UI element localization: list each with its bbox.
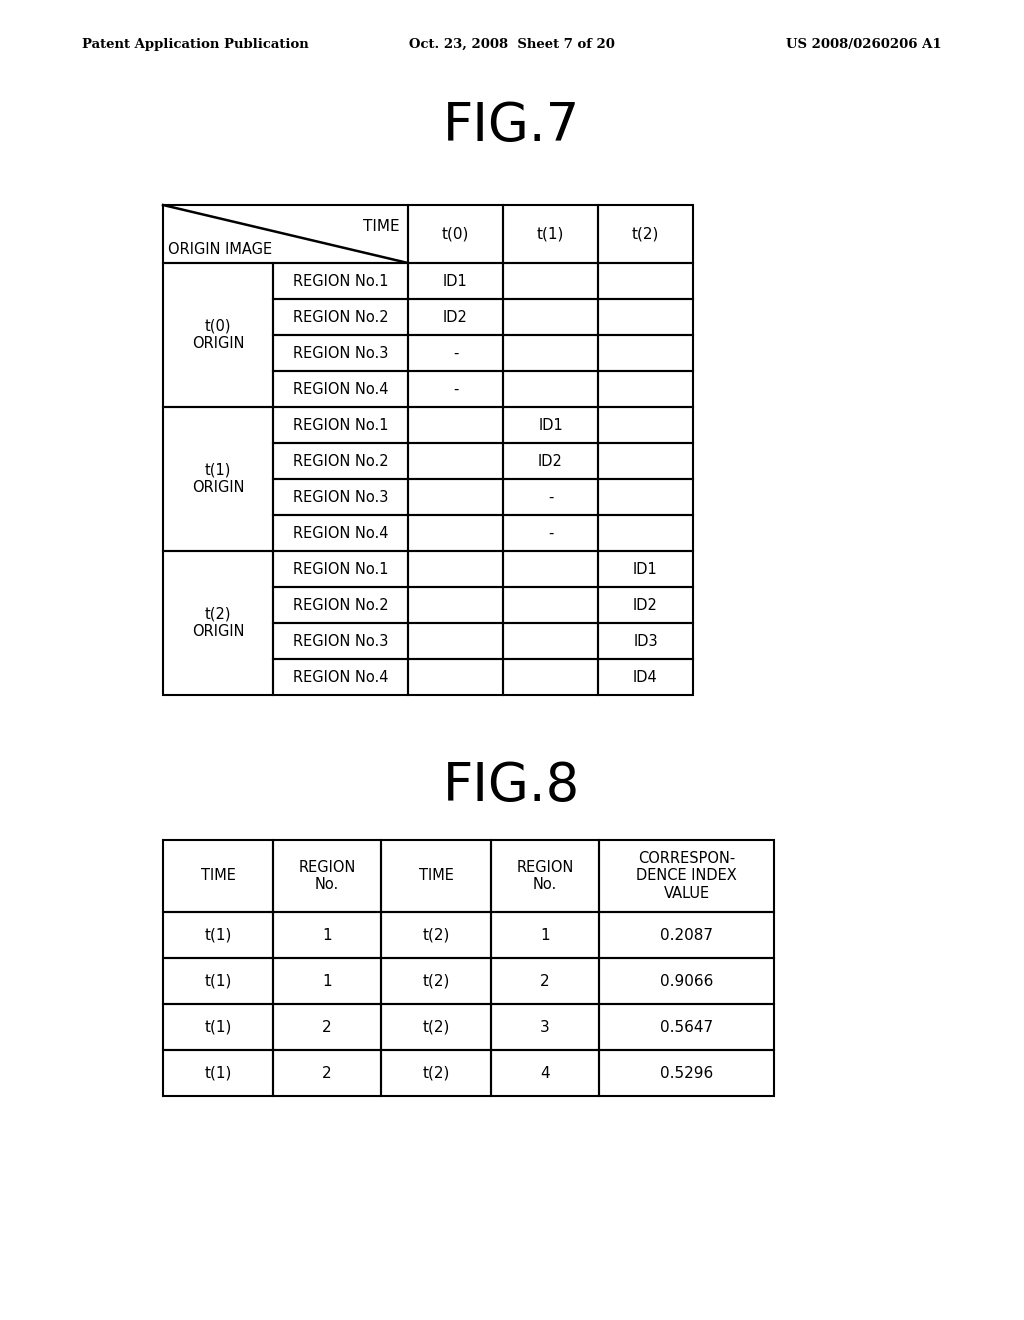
Text: TIME: TIME xyxy=(201,869,236,883)
Bar xyxy=(273,659,408,696)
Bar xyxy=(381,912,490,958)
Text: 2: 2 xyxy=(541,974,550,989)
Bar xyxy=(163,1049,273,1096)
Bar xyxy=(408,515,503,550)
Text: t(2)
ORIGIN: t(2) ORIGIN xyxy=(191,607,245,639)
Text: REGION No.1: REGION No.1 xyxy=(293,417,388,433)
Bar xyxy=(490,958,599,1005)
Text: REGION
No.: REGION No. xyxy=(516,859,573,892)
Bar xyxy=(598,515,693,550)
Bar xyxy=(408,623,503,659)
Bar xyxy=(273,371,408,407)
Bar xyxy=(273,479,408,515)
Bar xyxy=(273,407,408,444)
Bar xyxy=(599,958,774,1005)
Text: ID2: ID2 xyxy=(633,598,658,612)
Bar xyxy=(408,205,503,263)
Bar xyxy=(490,1049,599,1096)
Text: 2: 2 xyxy=(323,1019,332,1035)
Text: REGION No.1: REGION No.1 xyxy=(293,273,388,289)
Text: ID1: ID1 xyxy=(633,561,657,577)
Bar xyxy=(503,371,598,407)
Text: 0.5296: 0.5296 xyxy=(659,1065,713,1081)
Text: t(2): t(2) xyxy=(422,1019,450,1035)
Bar xyxy=(273,300,408,335)
Text: t(0): t(0) xyxy=(441,227,469,242)
Text: FIG.7: FIG.7 xyxy=(443,100,581,152)
Text: t(1): t(1) xyxy=(205,1065,231,1081)
Bar xyxy=(503,444,598,479)
Text: t(2): t(2) xyxy=(422,928,450,942)
Bar xyxy=(599,840,774,912)
Bar xyxy=(381,1005,490,1049)
Bar xyxy=(598,587,693,623)
Text: REGION No.3: REGION No.3 xyxy=(293,490,388,504)
Bar xyxy=(598,407,693,444)
Text: 0.9066: 0.9066 xyxy=(659,974,713,989)
Text: 4: 4 xyxy=(541,1065,550,1081)
Text: REGION No.4: REGION No.4 xyxy=(293,525,388,540)
Bar xyxy=(490,1005,599,1049)
Bar xyxy=(503,263,598,300)
Text: ID4: ID4 xyxy=(633,669,657,685)
Bar xyxy=(598,444,693,479)
Text: ID3: ID3 xyxy=(633,634,657,648)
Text: REGION No.4: REGION No.4 xyxy=(293,669,388,685)
Bar xyxy=(503,515,598,550)
Text: ID1: ID1 xyxy=(443,273,468,289)
Bar xyxy=(490,840,599,912)
Text: t(1)
ORIGIN: t(1) ORIGIN xyxy=(191,463,245,495)
Bar xyxy=(273,623,408,659)
Bar xyxy=(408,550,503,587)
Bar xyxy=(273,912,381,958)
Bar xyxy=(381,1049,490,1096)
Bar xyxy=(503,300,598,335)
Text: 3: 3 xyxy=(540,1019,550,1035)
Bar xyxy=(273,958,381,1005)
Bar xyxy=(598,335,693,371)
Bar xyxy=(503,550,598,587)
Bar xyxy=(490,912,599,958)
Bar xyxy=(273,515,408,550)
Bar xyxy=(273,587,408,623)
Text: 1: 1 xyxy=(323,928,332,942)
Text: REGION No.3: REGION No.3 xyxy=(293,634,388,648)
Bar xyxy=(598,623,693,659)
Bar xyxy=(503,479,598,515)
Text: -: - xyxy=(548,490,553,504)
Text: REGION No.2: REGION No.2 xyxy=(293,309,388,325)
Text: ID2: ID2 xyxy=(538,454,563,469)
Text: 1: 1 xyxy=(541,928,550,942)
Bar xyxy=(163,958,273,1005)
Bar xyxy=(163,840,273,912)
Bar xyxy=(598,205,693,263)
Bar xyxy=(598,263,693,300)
Text: Patent Application Publication: Patent Application Publication xyxy=(82,38,309,51)
Bar xyxy=(599,912,774,958)
Bar xyxy=(599,1005,774,1049)
Text: REGION No.1: REGION No.1 xyxy=(293,561,388,577)
Bar xyxy=(163,912,273,958)
Text: ID2: ID2 xyxy=(443,309,468,325)
Bar xyxy=(408,407,503,444)
Text: t(2): t(2) xyxy=(422,974,450,989)
Bar xyxy=(163,550,273,696)
Text: Oct. 23, 2008  Sheet 7 of 20: Oct. 23, 2008 Sheet 7 of 20 xyxy=(409,38,615,51)
Text: t(2): t(2) xyxy=(632,227,659,242)
Bar xyxy=(273,550,408,587)
Text: 0.5647: 0.5647 xyxy=(659,1019,713,1035)
Bar xyxy=(598,659,693,696)
Text: REGION
No.: REGION No. xyxy=(298,859,355,892)
Text: -: - xyxy=(453,381,458,396)
Text: US 2008/0260206 A1: US 2008/0260206 A1 xyxy=(786,38,942,51)
Bar xyxy=(503,335,598,371)
Bar xyxy=(163,263,273,407)
Text: ID1: ID1 xyxy=(539,417,563,433)
Text: REGION No.4: REGION No.4 xyxy=(293,381,388,396)
Bar xyxy=(503,623,598,659)
Text: 0.2087: 0.2087 xyxy=(660,928,713,942)
Bar xyxy=(408,479,503,515)
Bar xyxy=(408,444,503,479)
Text: t(1): t(1) xyxy=(205,974,231,989)
Bar xyxy=(598,550,693,587)
